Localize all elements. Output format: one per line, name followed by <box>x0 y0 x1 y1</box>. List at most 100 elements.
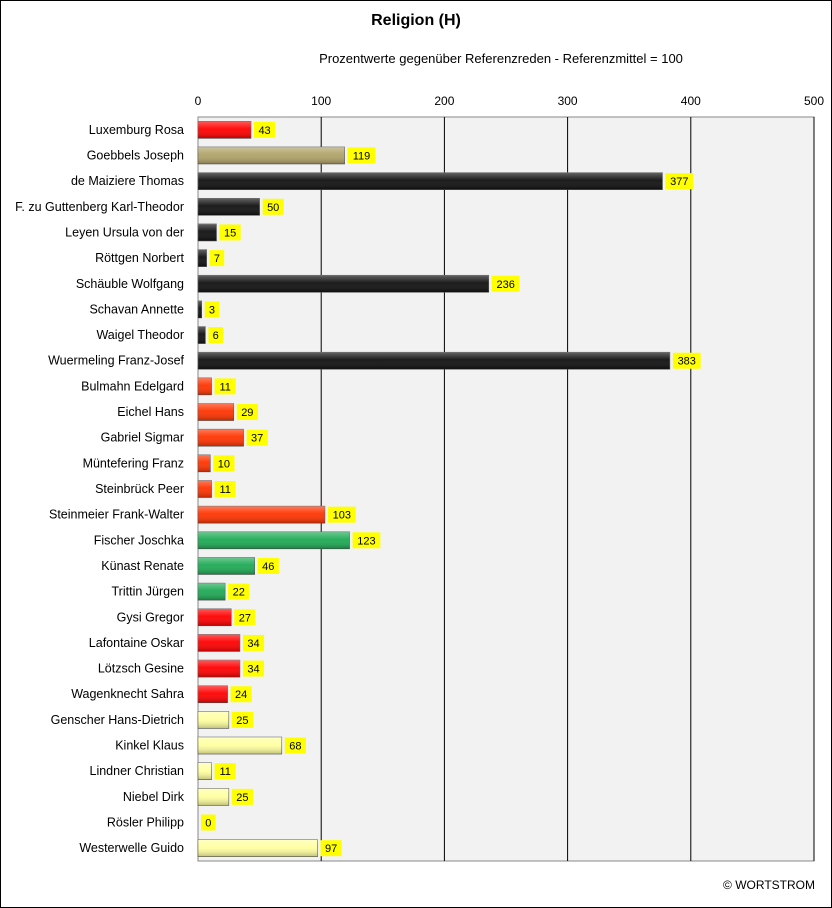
bar-highlight <box>198 788 229 806</box>
value-label-bg <box>672 352 701 369</box>
value-label: 43 <box>258 125 270 137</box>
category-label: Rösler Philipp <box>107 816 184 830</box>
bar-highlight <box>198 300 202 318</box>
category-label: Schäuble Wolfgang <box>76 277 184 291</box>
bar-highlight <box>198 660 240 678</box>
value-label: 24 <box>235 689 247 701</box>
bar-highlight <box>198 608 232 626</box>
value-label: 27 <box>239 612 251 624</box>
chart-subtitle: Prozentwerte gegenüber Referenzreden - R… <box>319 51 683 66</box>
category-label: Goebbels Joseph <box>87 148 184 162</box>
value-label-bg <box>327 506 356 523</box>
category-label: Steinmeier Frank-Walter <box>49 508 184 522</box>
value-label-bg <box>231 788 253 805</box>
bar-highlight <box>198 634 240 652</box>
bar-highlight <box>198 121 251 139</box>
category-label: Kinkel Klaus <box>115 739 184 753</box>
value-label: 68 <box>289 741 301 753</box>
category-label: Genscher Hans-Dietrich <box>51 713 184 727</box>
value-label-bg <box>236 404 258 421</box>
value-label: 119 <box>353 150 371 162</box>
value-label-bg <box>219 224 241 241</box>
value-label-bg <box>320 840 342 857</box>
category-label: Waigel Theodor <box>96 328 184 342</box>
category-label: F. zu Guttenberg Karl-Theodor <box>15 200 184 214</box>
value-label-bg <box>253 121 276 138</box>
category-label: Niebel Dirk <box>123 790 185 804</box>
category-label: Luxemburg Rosa <box>89 123 184 137</box>
bar-highlight <box>198 711 229 729</box>
bar-highlight <box>198 737 282 755</box>
bar-highlight <box>198 403 234 421</box>
category-label: Westerwelle Guido <box>79 841 184 855</box>
bar-highlight <box>198 506 325 524</box>
copyright-text: © WORTSTROM <box>723 878 815 892</box>
value-label: 10 <box>218 458 230 470</box>
value-label: 3 <box>209 304 215 316</box>
value-label: 383 <box>678 356 696 368</box>
value-label: 34 <box>247 664 259 676</box>
category-label: Künast Renate <box>101 559 184 573</box>
value-label: 15 <box>224 227 236 239</box>
x-tick-label: 400 <box>681 94 701 108</box>
value-label-bg <box>491 275 520 292</box>
category-label: Lötzsch Gesine <box>98 662 184 676</box>
bar-highlight <box>198 429 244 447</box>
category-label: Schavan Annette <box>89 302 184 316</box>
category-label: Röttgen Norbert <box>95 251 184 265</box>
value-label-bg <box>214 481 236 497</box>
bar-highlight <box>198 146 345 164</box>
value-label: 236 <box>496 279 514 291</box>
bar-highlight <box>198 198 260 216</box>
value-label: 29 <box>241 407 253 419</box>
bar-highlight <box>198 326 206 344</box>
category-label: Lindner Christian <box>90 764 185 778</box>
value-label: 123 <box>357 535 375 547</box>
x-tick-label: 300 <box>558 94 578 108</box>
category-label: Lafontaine Oskar <box>89 636 184 650</box>
value-label-bg <box>231 711 253 728</box>
value-label-bg <box>257 557 279 574</box>
value-label-bg <box>201 814 216 831</box>
value-label-bg <box>234 609 256 626</box>
category-label: Fischer Joschka <box>94 533 184 547</box>
bar-highlight <box>198 557 255 575</box>
value-label: 0 <box>205 818 211 830</box>
category-label: Müntefering Franz <box>83 456 184 470</box>
bar-highlight <box>198 454 211 472</box>
value-label-bg <box>230 686 252 703</box>
category-label: Trittin Jürgen <box>112 585 185 599</box>
x-tick-label: 200 <box>434 94 454 108</box>
bar-highlight <box>198 531 350 549</box>
value-label: 22 <box>233 587 245 599</box>
category-label: Eichel Hans <box>117 405 184 419</box>
category-label: de Maiziere Thomas <box>71 174 184 188</box>
bar-highlight <box>198 377 212 395</box>
category-label: Steinbrück Peer <box>95 482 184 496</box>
value-label: 6 <box>213 330 219 342</box>
value-label-bg <box>347 147 376 164</box>
x-tick-label: 0 <box>195 94 202 108</box>
x-tick-label: 100 <box>311 94 331 108</box>
value-label: 34 <box>247 638 259 650</box>
category-label: Bulmahn Edelgard <box>81 379 184 393</box>
value-label-bg <box>246 429 268 446</box>
value-label: 7 <box>214 253 220 265</box>
plot-area <box>197 116 815 862</box>
value-label: 11 <box>219 484 230 496</box>
value-label: 11 <box>219 381 230 393</box>
category-label: Wagenknecht Sahra <box>71 687 184 701</box>
value-label-bg <box>352 532 381 549</box>
category-label: Gabriel Sigmar <box>101 431 184 445</box>
bar-highlight <box>198 480 212 498</box>
value-label-bg <box>284 737 306 754</box>
bar-highlight <box>198 762 212 780</box>
chart-title: Religion (H) <box>371 12 461 29</box>
value-label-bg <box>204 301 220 318</box>
value-label: 377 <box>670 176 688 188</box>
value-label-bg <box>242 634 265 651</box>
bar-highlight <box>198 839 318 857</box>
value-label: 37 <box>251 433 263 445</box>
bar-highlight <box>198 685 228 703</box>
